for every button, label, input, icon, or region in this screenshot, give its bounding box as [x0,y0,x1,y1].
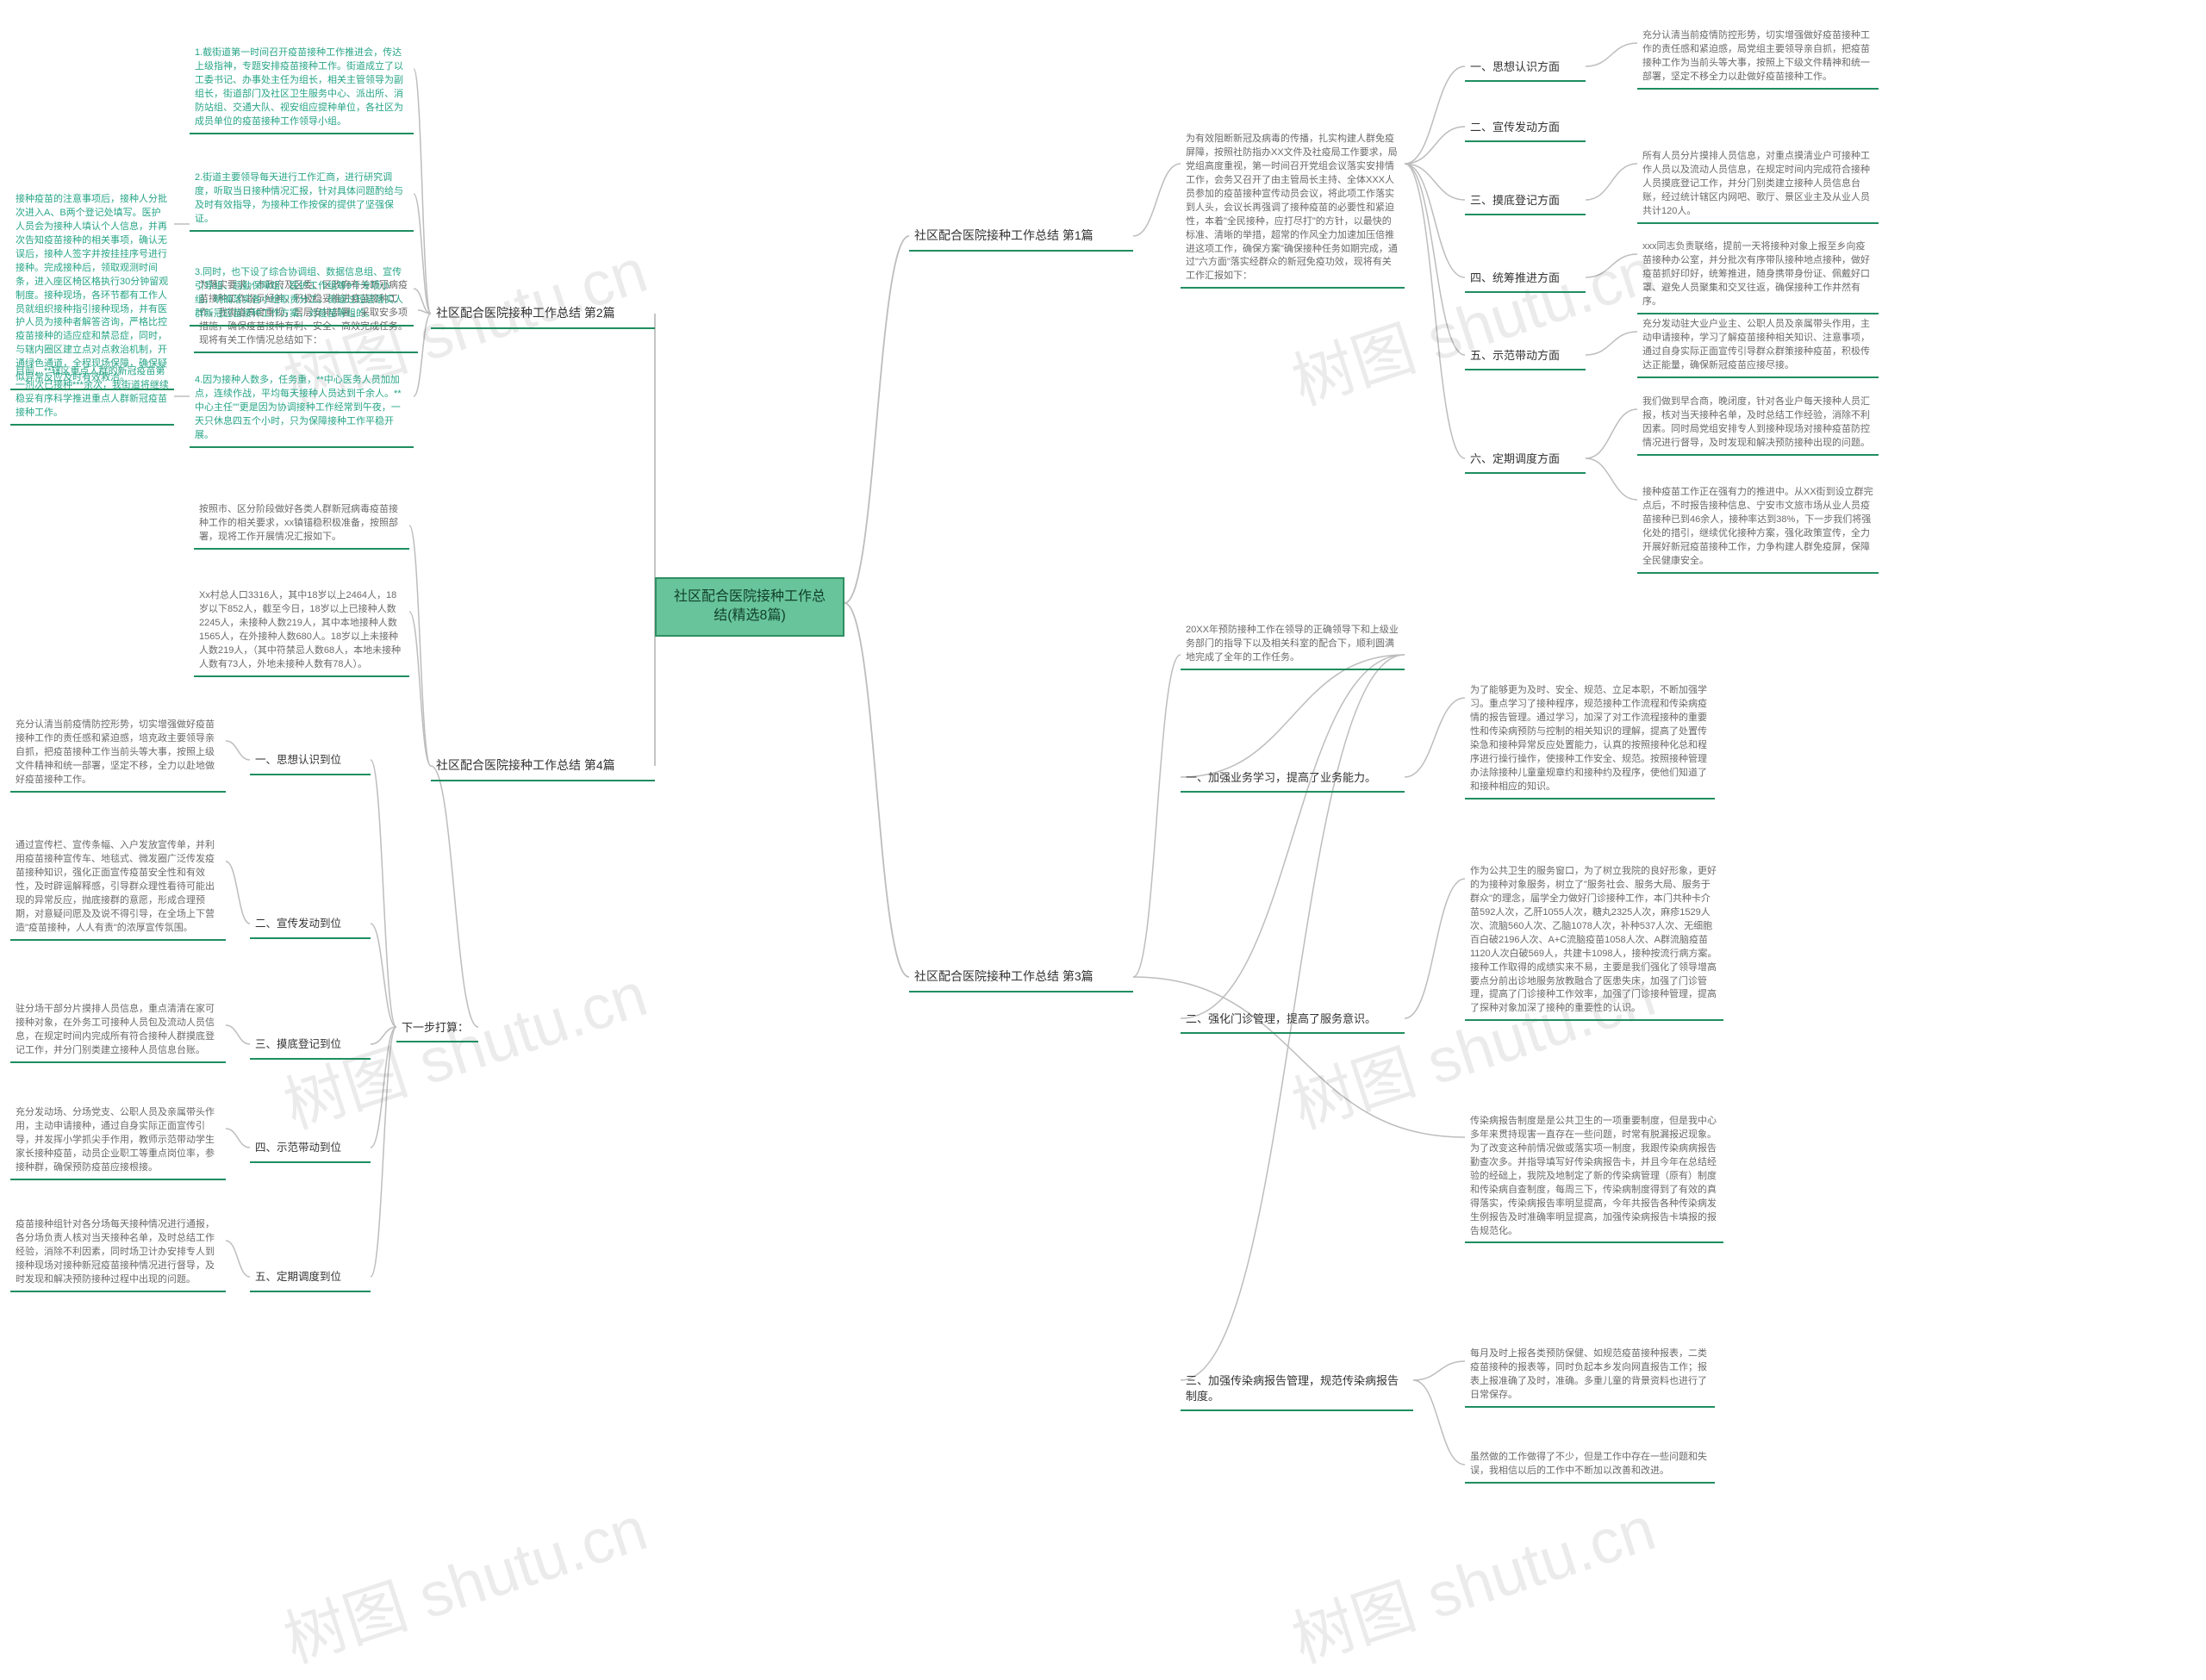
leaf-text-b3-0: 为了能够更为及时、安全、规范、立足本职，不断加强学习。重点学习了接种程序，规范接… [1465,681,1715,800]
leaf-label-b1-4: 五、示范带动方面 [1465,345,1586,370]
intro-b1: 为有效阻断新冠及病毒的传播，扎实构建人群免疫屏障，按照社防指办XX文件及社疫局工… [1181,129,1405,289]
leaf-label-b3-1: 二、强化门诊管理，提高了服务意识。 [1181,1008,1405,1034]
leaf-extra-b1-5: 接种疫苗工作正在强有力的推进中。从XX街到设立群完点后，不时报告接种信息、宁安市… [1637,482,1879,574]
leaf-text-b1-0: 充分认清当前疫情防控形势，切实增强做好疫苗接种工作的责任感和紧迫感，局党组主要领… [1637,26,1879,90]
branch-b2: 社区配合医院接种工作总结 第2篇 [431,302,655,329]
leaf-label-b4-2: 下一步打算： [396,1017,478,1042]
sub-label-b4-2-4: 五、定期调度到位 [250,1266,371,1292]
leaf-label-b3-3: 三、加强传染病报告管理，规范传染病报告制度。 [1181,1370,1413,1411]
leaf-label-b1-2: 三、摸底登记方面 [1465,190,1586,215]
leaf-text-b3-1: 作为公共卫生的服务窗口，为了树立我院的良好形象，更好的为接种对象服务，树立了"服… [1465,862,1723,1021]
watermark: 树图 shutu.cn [271,1478,656,1680]
leaf-text-b3-3: 每月及时上报各类预防保健、如规范疫苗接种报表，二类疫苗接种的报表等，同时负起本乡… [1465,1344,1715,1408]
leaf-label-b1-1: 二、宣传发动方面 [1465,116,1586,142]
leaf-text-b1-3: xxx同志负责联络，提前一天将接种对象上报至乡向疫苗接种办公室，并分批次有序带队… [1637,237,1879,314]
leaf-label-b1-5: 六、定期调度方面 [1465,448,1586,474]
leaf-text-b2-2: 3.同时，也下设了综合协调组、数据信息组、宣传引导组、后勤保障组、医护工作组等9… [190,263,414,327]
leaf-text-b1-4: 充分发动驻大业户业主、公职人员及亲属带头作用，主动申请接种，学习了解疫苗接种相关… [1637,314,1879,378]
leaf-text-b3-2: 传染病报告制度是是公共卫生的一项重要制度，但是我中心多年来贯持现害一直存在一些问… [1465,1111,1723,1243]
leaf-text-b2-3: 4.因为接种人数多，任务重，**中心医务人员加加点，连续作战，平均每天接种人员达… [190,370,414,448]
far-leaf-b2-1: 目前，**辖区重点人群的新冠疫苗第一剂次已接种***余次，我街道将继续稳妥有序科… [10,362,174,426]
branch-b4: 社区配合医院接种工作总结 第4篇 [431,754,655,781]
leaf-label-b3-0: 一、加强业务学习，提高了业务能力。 [1181,767,1405,793]
sub-text-b4-2-1: 通过宣传栏、宣传条幅、入户发放宣传单，并利用疫苗接种宣传车、地毯式、微发圈广泛传… [10,836,226,941]
leaf-extra-b3-3: 虽然做的工作做得了不少，但是工作中存在一些问题和失误，我相信以后的工作中不断加以… [1465,1447,1715,1484]
sub-label-b4-2-0: 一、思想认识到位 [250,750,371,775]
sub-text-b4-2-4: 疫苗接种组针对各分场每天接种情况进行通报，各分场负责人核对当天接种名单，及时总结… [10,1215,226,1292]
leaf-text-b4-0: 按照市、区分阶段做好各类人群新冠病毒疫苗接种工作的相关要求，xx镇锚稳积极准备，… [194,500,409,550]
sub-text-b4-2-0: 充分认清当前疫情防控形势，切实增强做好疫苗接种工作的责任感和紧迫感，培克政主要领… [10,715,226,793]
watermark: 树图 shutu.cn [1279,1478,1664,1680]
sub-text-b4-2-2: 驻分场干部分片摸排人员信息，重点清清在家可接种对象，在外务工可接种人员包及流动人… [10,999,226,1063]
sub-label-b4-2-3: 四、示范带动到位 [250,1137,371,1163]
intro-b3: 20XX年预防接种工作在领导的正确领导下和上级业务部门的指导下以及相关科室的配合… [1181,620,1405,670]
leaf-label-b1-0: 一、思想认识方面 [1465,56,1586,82]
sub-label-b4-2-2: 三、摸底登记到位 [250,1034,371,1060]
root-node: 社区配合医院接种工作总结(精选8篇) [655,577,844,637]
branch-b3: 社区配合医院接种工作总结 第3篇 [909,965,1133,992]
leaf-text-b4-1: Xx村总人口3316人，其中18岁以上2464人，18岁以下852人，截至今日，… [194,586,409,677]
leaf-text-b2-1: 2.街道主要领导每天进行工作汇商，进行研究调度，听取当日接种情况汇报，针对具体问… [190,168,414,232]
leaf-text-b1-2: 所有人员分片摸排人员信息，对重点摸清业户可接种工作人员以及流动人员信息，在规定时… [1637,146,1879,224]
sub-label-b4-2-1: 二、宣传发动到位 [250,913,371,939]
sub-text-b4-2-3: 充分发动场、分场党支、公职人员及亲属带头作用，主动申请接种，通过自身实际正面宣传… [10,1103,226,1180]
leaf-text-b2-0: 1.截街道第一时间召开疫苗接种工作推进会，传达上级指神，专题安排疫苗接种工作。街… [190,43,414,134]
branch-b1: 社区配合医院接种工作总结 第1篇 [909,224,1133,252]
leaf-text-b1-5: 我们做到早合商，晚闭度，针对各业户每天接种人员汇报，核对当天接种名单，及时总结工… [1637,392,1879,456]
leaf-label-b1-3: 四、统筹推进方面 [1465,267,1586,293]
far-leaf-b2-0: 接种疫苗的注意事项后，接种人分批次进入A、B两个登记处填写。医护人员会为接种人填… [10,190,174,390]
